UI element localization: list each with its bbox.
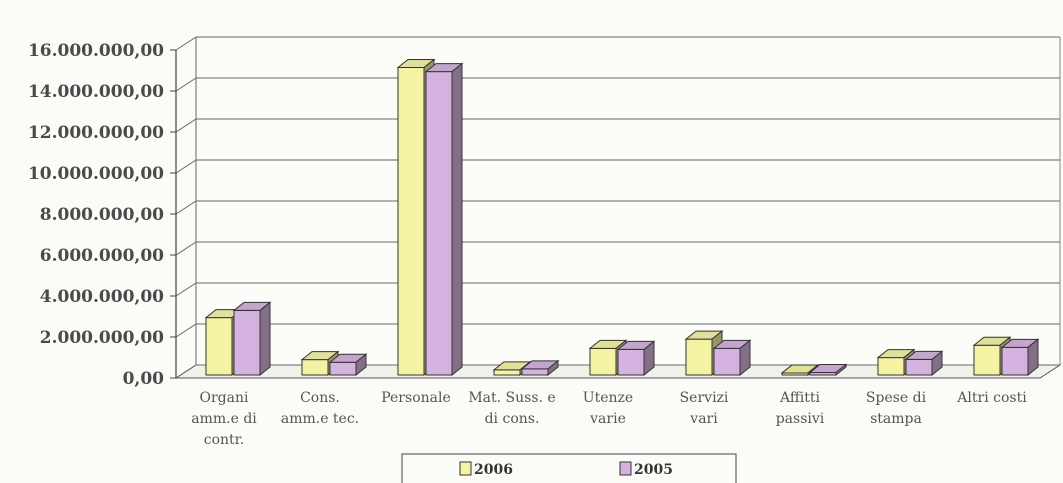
- x-tick-label-line: amm.e tec.: [281, 411, 359, 427]
- bar-2005-3: [520, 359, 560, 377]
- x-tick-label-line: contr.: [204, 432, 245, 448]
- x-tick-label-8: Altri costi: [956, 390, 1027, 406]
- gridline-side: [175, 364, 197, 379]
- x-tick-label-2: Personale: [381, 390, 451, 406]
- bar-front-2006-3: [493, 369, 521, 376]
- bar-side-2005-7: [931, 350, 943, 377]
- bar-2005-2: [424, 62, 464, 377]
- x-tick-label-line: stampa: [870, 411, 922, 427]
- bar-front-2006-7: [877, 357, 905, 376]
- bar-front-2006-0: [205, 317, 233, 376]
- bar-side-2005-3: [547, 359, 559, 377]
- bar-front-2005-1: [329, 361, 357, 376]
- gridline-side: [175, 282, 197, 297]
- x-tick-label-0: Organi amm.e di contr.: [191, 390, 257, 448]
- bar-front-2005-7: [905, 358, 933, 376]
- bar-front-2005-4: [617, 348, 645, 376]
- gridline-side: [175, 200, 197, 215]
- bar-2005-5: [712, 339, 752, 377]
- bar-front-2006-5: [685, 338, 713, 376]
- x-tick-label-line: passivi: [776, 411, 825, 427]
- legend-label-2006: 2006: [474, 462, 513, 478]
- x-tick-label-line: Altri costi: [956, 390, 1027, 406]
- x-tick-label-line: di cons.: [485, 411, 540, 427]
- y-tick-label: 2.000.000,00: [40, 328, 164, 348]
- bar-2005-8: [1000, 338, 1040, 377]
- bar-side-2005-5: [739, 339, 751, 377]
- x-tick-label-line: vari: [689, 411, 718, 427]
- x-tick-label-line: Personale: [381, 390, 451, 406]
- x-tick-label-line: Servizi: [680, 390, 729, 406]
- gridline-side: [175, 118, 197, 133]
- x-tick-label-line: amm.e di: [191, 411, 257, 427]
- gridline-side: [175, 323, 197, 338]
- bar-side-2005-4: [643, 340, 655, 377]
- bar-front-2005-8: [1001, 346, 1029, 376]
- legend: [401, 453, 737, 483]
- bar-front-2005-3: [521, 368, 549, 376]
- bar-front-2005-5: [713, 347, 741, 376]
- legend-swatch-2005: [619, 461, 632, 476]
- x-tick-label-7: Spese di stampa: [866, 390, 927, 427]
- y-tick-label: 4.000.000,00: [40, 287, 164, 307]
- bar-2005-0: [232, 301, 272, 377]
- bar-2005-1: [328, 353, 368, 377]
- gridline-side: [175, 241, 197, 256]
- bar-front-2006-1: [301, 359, 329, 376]
- x-tick-label-4: Utenze varie: [583, 390, 633, 427]
- bar-2005-4: [616, 340, 656, 377]
- x-tick-label-line: Organi: [200, 390, 249, 406]
- bar-front-2006-4: [589, 347, 617, 376]
- x-tick-label-line: Utenze: [583, 390, 633, 406]
- gridline-side: [175, 159, 197, 174]
- bar-side-2005-0: [259, 301, 271, 377]
- x-tick-label-line: varie: [589, 411, 626, 427]
- x-tick-label-line: Cons.: [300, 390, 340, 406]
- y-tick-label: 14.000.000,00: [28, 82, 164, 102]
- bar-front-2006-8: [973, 344, 1001, 376]
- x-tick-label-5: Servizi vari: [680, 390, 729, 427]
- x-tick-label-line: Spese di: [866, 390, 927, 406]
- x-tick-label-line: Affitti: [779, 390, 821, 406]
- x-tick-label-line: Mat. Suss. e: [468, 390, 555, 406]
- y-tick-label: 0,00: [123, 369, 165, 389]
- legend-swatch-2006: [459, 461, 472, 476]
- legend-label-2005: 2005: [634, 462, 673, 478]
- y-tick-label: 16.000.000,00: [28, 41, 164, 61]
- x-tick-label-1: Cons. amm.e tec.: [281, 390, 359, 427]
- bar-side-2005-1: [355, 353, 367, 377]
- y-tick-label: 10.000.000,00: [28, 164, 164, 184]
- bar-2005-6: [808, 363, 848, 377]
- bar-front-2005-2: [425, 71, 453, 376]
- x-tick-label-3: Mat. Suss. e di cons.: [468, 390, 555, 427]
- x-tick-label-6: Affitti passivi: [776, 390, 825, 427]
- bar-front-2006-2: [397, 67, 425, 376]
- bar-side-2005-6: [835, 363, 847, 377]
- y-tick-label: 6.000.000,00: [40, 246, 164, 266]
- bar-front-2005-0: [233, 309, 261, 376]
- bar-2005-7: [904, 350, 944, 377]
- gridline-side: [175, 77, 197, 92]
- y-tick-label: 12.000.000,00: [28, 123, 164, 143]
- y-tick-label: 8.000.000,00: [40, 205, 164, 225]
- gridline-side: [175, 36, 197, 51]
- bar-side-2005-8: [1027, 338, 1039, 377]
- bar-side-2005-2: [451, 62, 463, 377]
